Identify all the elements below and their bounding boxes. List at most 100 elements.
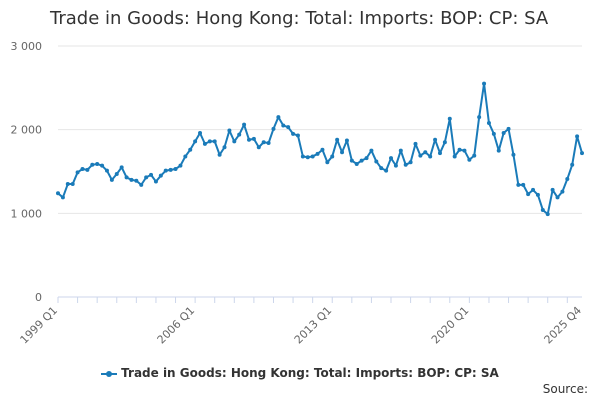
data-point[interactable] bbox=[158, 173, 163, 178]
data-point[interactable] bbox=[222, 145, 227, 150]
data-point[interactable] bbox=[452, 154, 457, 159]
data-point[interactable] bbox=[207, 139, 212, 144]
data-point[interactable] bbox=[423, 150, 428, 155]
data-point[interactable] bbox=[129, 177, 134, 182]
data-point[interactable] bbox=[580, 151, 584, 156]
data-point[interactable] bbox=[433, 137, 438, 142]
data-point[interactable] bbox=[457, 147, 462, 152]
data-point[interactable] bbox=[178, 163, 183, 168]
data-point[interactable] bbox=[565, 177, 570, 182]
data-point[interactable] bbox=[462, 148, 467, 153]
data-point[interactable] bbox=[310, 154, 315, 159]
data-point[interactable] bbox=[198, 131, 203, 136]
data-point[interactable] bbox=[359, 158, 364, 163]
data-point[interactable] bbox=[535, 192, 540, 197]
data-point[interactable] bbox=[320, 147, 325, 152]
data-point[interactable] bbox=[291, 131, 296, 136]
data-point[interactable] bbox=[550, 187, 555, 192]
data-point[interactable] bbox=[300, 154, 305, 159]
data-point[interactable] bbox=[408, 160, 413, 165]
data-point[interactable] bbox=[413, 141, 418, 146]
data-point[interactable] bbox=[442, 140, 447, 145]
data-point[interactable] bbox=[398, 148, 403, 153]
data-point[interactable] bbox=[119, 165, 124, 170]
data-point[interactable] bbox=[246, 137, 251, 142]
data-point[interactable] bbox=[217, 152, 222, 157]
data-point[interactable] bbox=[516, 182, 521, 187]
data-point[interactable] bbox=[521, 182, 526, 187]
data-point[interactable] bbox=[335, 137, 340, 142]
data-point[interactable] bbox=[428, 154, 433, 159]
data-point[interactable] bbox=[437, 151, 442, 156]
data-point[interactable] bbox=[56, 191, 60, 196]
data-point[interactable] bbox=[149, 172, 154, 177]
legend[interactable]: Trade in Goods: Hong Kong: Total: Import… bbox=[0, 366, 600, 380]
data-point[interactable] bbox=[477, 115, 482, 120]
data-point[interactable] bbox=[369, 148, 374, 153]
data-point[interactable] bbox=[104, 168, 109, 173]
data-point[interactable] bbox=[251, 136, 256, 141]
data-point[interactable] bbox=[575, 134, 580, 139]
data-point[interactable] bbox=[447, 116, 452, 121]
data-point[interactable] bbox=[295, 133, 300, 138]
data-point[interactable] bbox=[540, 207, 545, 212]
data-point[interactable] bbox=[193, 139, 198, 144]
data-point[interactable] bbox=[202, 141, 207, 146]
data-point[interactable] bbox=[139, 182, 144, 187]
data-point[interactable] bbox=[183, 154, 188, 159]
data-point[interactable] bbox=[212, 139, 217, 144]
data-point[interactable] bbox=[511, 152, 516, 157]
data-point[interactable] bbox=[570, 162, 575, 167]
data-point[interactable] bbox=[173, 166, 178, 171]
data-point[interactable] bbox=[261, 140, 266, 145]
data-point[interactable] bbox=[501, 131, 506, 136]
data-point[interactable] bbox=[545, 212, 550, 217]
data-point[interactable] bbox=[486, 120, 491, 125]
data-point[interactable] bbox=[560, 189, 565, 194]
data-point[interactable] bbox=[389, 156, 394, 161]
data-point[interactable] bbox=[114, 172, 119, 177]
data-point[interactable] bbox=[227, 128, 232, 133]
data-point[interactable] bbox=[526, 192, 531, 197]
data-point[interactable] bbox=[340, 150, 345, 155]
data-point[interactable] bbox=[286, 125, 291, 130]
data-point[interactable] bbox=[330, 154, 335, 159]
data-point[interactable] bbox=[491, 131, 496, 136]
data-point[interactable] bbox=[472, 153, 477, 158]
data-point[interactable] bbox=[364, 156, 369, 161]
data-point[interactable] bbox=[379, 166, 384, 171]
data-point[interactable] bbox=[325, 160, 330, 165]
data-point[interactable] bbox=[496, 148, 501, 153]
data-point[interactable] bbox=[60, 195, 65, 200]
data-point[interactable] bbox=[80, 166, 85, 171]
data-point[interactable] bbox=[305, 155, 310, 160]
data-point[interactable] bbox=[418, 153, 423, 158]
data-point[interactable] bbox=[271, 126, 276, 131]
data-point[interactable] bbox=[85, 167, 90, 172]
data-point[interactable] bbox=[144, 175, 149, 180]
data-point[interactable] bbox=[384, 168, 389, 173]
data-point[interactable] bbox=[344, 138, 349, 143]
data-point[interactable] bbox=[75, 170, 80, 175]
data-point[interactable] bbox=[124, 175, 129, 180]
data-point[interactable] bbox=[349, 158, 354, 163]
data-point[interactable] bbox=[70, 182, 75, 187]
data-point[interactable] bbox=[276, 115, 281, 120]
data-point[interactable] bbox=[467, 157, 472, 162]
data-point[interactable] bbox=[374, 159, 379, 164]
data-point[interactable] bbox=[90, 162, 95, 167]
data-point[interactable] bbox=[109, 177, 114, 182]
data-point[interactable] bbox=[315, 151, 320, 156]
data-point[interactable] bbox=[100, 163, 105, 168]
data-point[interactable] bbox=[555, 195, 560, 200]
data-point[interactable] bbox=[256, 145, 261, 150]
data-point[interactable] bbox=[95, 161, 100, 166]
data-point[interactable] bbox=[237, 132, 242, 137]
data-point[interactable] bbox=[506, 126, 511, 131]
data-point[interactable] bbox=[242, 122, 247, 127]
data-point[interactable] bbox=[168, 167, 173, 172]
data-point[interactable] bbox=[163, 168, 168, 173]
data-point[interactable] bbox=[266, 141, 271, 146]
data-point[interactable] bbox=[65, 182, 70, 187]
data-point[interactable] bbox=[403, 162, 408, 167]
